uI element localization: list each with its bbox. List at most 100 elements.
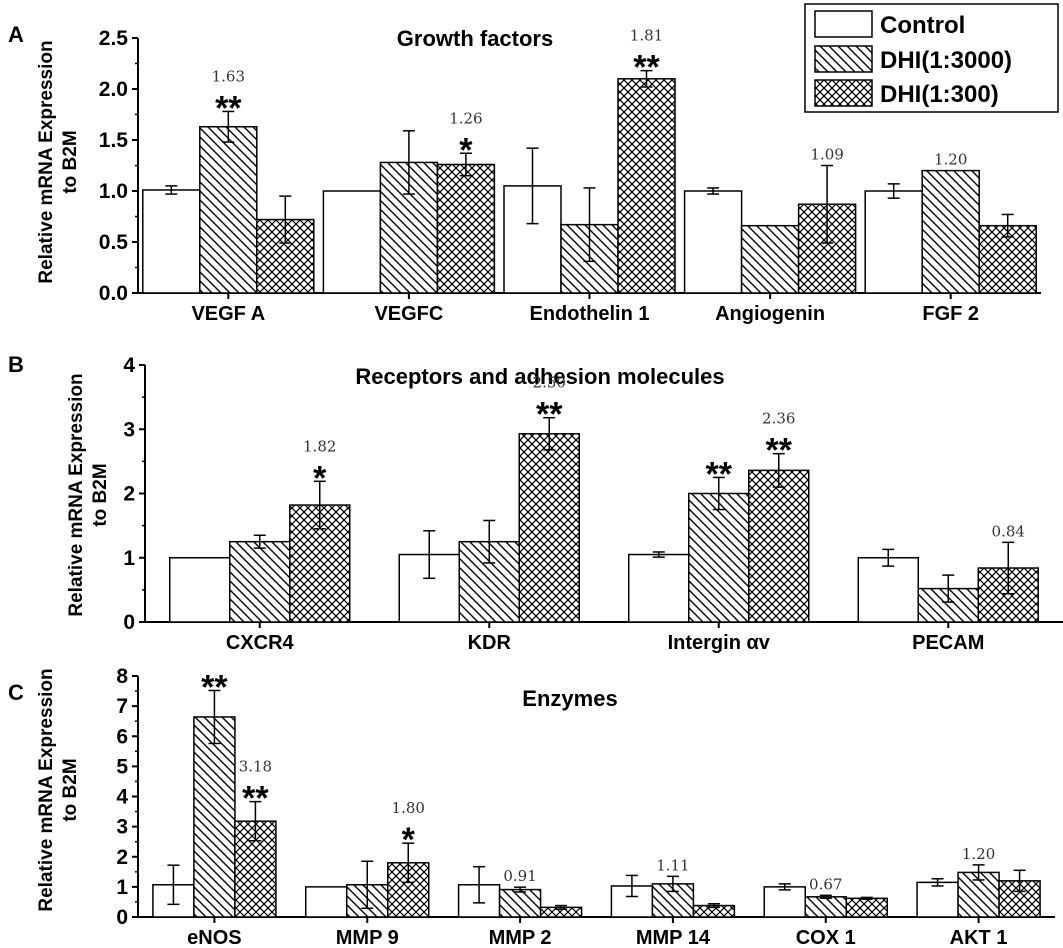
- legend-swatch-dhi-300: [814, 79, 873, 107]
- bar: [916, 881, 959, 918]
- x-category-label: Endothelin 1: [530, 303, 650, 325]
- legend-swatch-control: [814, 10, 873, 38]
- panel-title-b: Receptors and adhesion molecules: [355, 364, 724, 389]
- bar: [193, 716, 236, 918]
- bar: [921, 169, 980, 294]
- value-label: 2.50: [533, 374, 566, 392]
- value-label: 1.82: [303, 437, 336, 455]
- y-tick-label: 8: [116, 665, 128, 688]
- y-tick-label: 1: [116, 876, 128, 899]
- y-tick-label: 7: [116, 695, 128, 718]
- y-tick-label: 1.5: [99, 129, 129, 152]
- panel-title-a: Growth factors: [397, 26, 553, 51]
- x-category-label: CXCR4: [226, 632, 295, 654]
- y-tick-label: 0.5: [99, 231, 129, 254]
- y-tick-label: 6: [116, 725, 128, 748]
- x-category-label: Angiogenin: [715, 303, 825, 325]
- bar: [683, 190, 743, 294]
- value-label: 3.18: [239, 758, 272, 776]
- x-category-label: MMP 9: [336, 927, 399, 948]
- bar: [763, 886, 806, 918]
- x-category-label: PECAM: [912, 632, 984, 654]
- bar: [142, 189, 201, 294]
- bar: [229, 540, 291, 623]
- panel-title-c: Enzymes: [522, 686, 617, 711]
- bar: [169, 557, 231, 623]
- bar: [845, 897, 888, 918]
- panel-letter-b: B: [8, 352, 24, 377]
- x-category-label: eNOS: [187, 927, 241, 948]
- x-category-label: VEGFC: [374, 303, 443, 325]
- legend-swatch-dhi-3000: [814, 45, 873, 73]
- y-tick-label: 0: [116, 906, 128, 929]
- panel-letter-a: A: [8, 22, 24, 47]
- y-tick-label: 0: [123, 611, 135, 634]
- y-tick-label: 3: [116, 816, 128, 839]
- bar: [688, 492, 750, 623]
- significance-stars: **: [536, 396, 563, 434]
- value-label: 0.91: [503, 867, 536, 885]
- bar: [804, 896, 847, 918]
- value-label: 1.20: [962, 845, 995, 863]
- bar: [748, 469, 810, 623]
- value-label: 1.09: [810, 146, 843, 164]
- y-axis-label-a-line1: Relative mRNA Expression: [36, 40, 57, 283]
- panel-a-plot: 0.0 0.5 1.0 1.5 2.0 2.5 VEGF A VEGFC Endothelin …: [99, 27, 1041, 325]
- bar: [617, 78, 676, 294]
- bar: [498, 888, 542, 918]
- significance-stars: **: [633, 49, 660, 87]
- significance-stars: *: [402, 821, 416, 859]
- y-tick-label: 4: [123, 354, 135, 377]
- bar: [857, 557, 919, 623]
- bar: [628, 553, 690, 623]
- value-label: 2.36: [762, 410, 795, 428]
- significance-stars: **: [242, 780, 269, 818]
- value-label: 1.20: [934, 151, 967, 169]
- y-axis-label-a-line2: to B2M: [60, 130, 81, 193]
- x-category-label: COX 1: [796, 927, 856, 948]
- y-axis-label-b-line2: to B2M: [90, 463, 111, 526]
- y-axis-label-b-line1: Relative mRNA Expression: [66, 373, 87, 616]
- value-label: 1.80: [392, 799, 425, 817]
- bar: [199, 125, 258, 294]
- value-label: 1.26: [449, 109, 482, 127]
- y-tick-label: 2.0: [99, 78, 128, 101]
- legend-label-control: Control: [880, 12, 965, 39]
- significance-stars: *: [459, 131, 473, 169]
- value-label: 0.84: [992, 522, 1025, 540]
- y-tick-label: 3: [123, 418, 135, 441]
- bar: [458, 540, 520, 623]
- y-tick-label: 1.0: [99, 180, 128, 203]
- significance-stars: **: [201, 668, 228, 706]
- y-tick-label: 2: [123, 483, 135, 506]
- bar: [740, 224, 800, 294]
- x-category-label: FGF 2: [922, 303, 979, 325]
- legend-label-dhi-3000: DHI(1:3000): [880, 47, 1012, 74]
- y-tick-label: 1: [123, 547, 135, 570]
- x-category-label: AKT 1: [950, 927, 1008, 948]
- value-label: 1.63: [212, 67, 245, 85]
- y-tick-label: 5: [116, 755, 128, 778]
- significance-stars: **: [215, 89, 242, 127]
- bar: [305, 886, 348, 918]
- x-category-label: MMP 14: [636, 927, 711, 948]
- y-axis-label-c-line2: to B2M: [60, 758, 81, 821]
- y-tick-label: 4: [116, 786, 128, 809]
- bar: [436, 163, 496, 294]
- y-tick-label: 0.0: [99, 282, 128, 305]
- significance-stars: **: [766, 432, 793, 470]
- panel-c-plot: 0 1 2 3 4 5 6 7 8 eNOS MMP 9 MMP 2 MMP 14 COX 1 AKT 1 *…: [116, 665, 1055, 948]
- value-label: 0.67: [809, 875, 842, 893]
- value-label: 1.11: [656, 856, 689, 874]
- significance-stars: **: [706, 455, 733, 493]
- legend: Control DHI(1:3000) DHI(1:300): [804, 3, 1059, 113]
- x-category-label: VEGF A: [191, 303, 265, 325]
- y-tick-label: 2.5: [99, 27, 129, 50]
- x-category-label: Intergin αv: [668, 632, 771, 654]
- panel-b-plot: 0 1 2 3 4 CXCR4 KDR Intergin αv PECAM * 1.82 ** 2.50…: [123, 354, 1063, 654]
- y-axis-label-c-line1: Relative mRNA Expression: [36, 668, 57, 911]
- y-tick-label: 2: [116, 846, 128, 869]
- x-category-label: MMP 2: [489, 927, 552, 948]
- bar: [864, 190, 923, 294]
